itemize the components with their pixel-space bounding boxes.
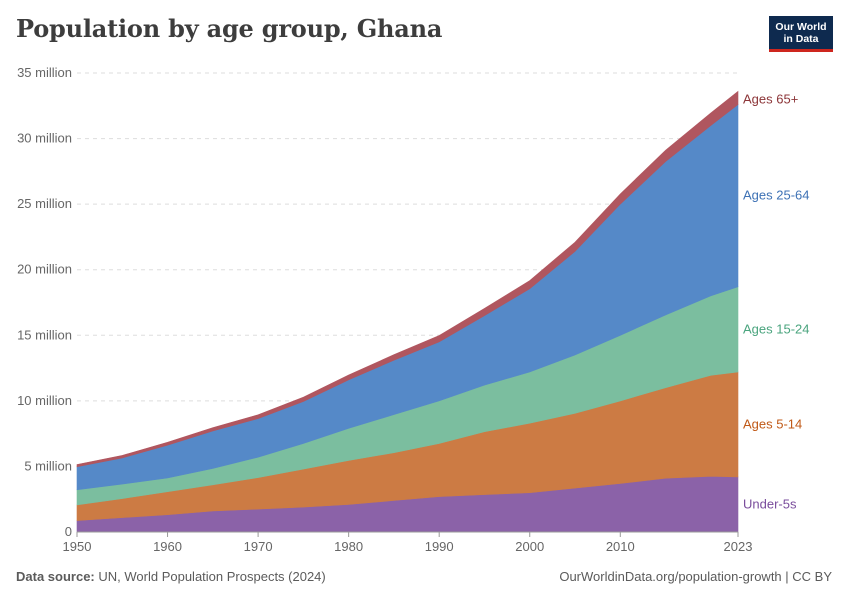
series-label-under-5s: Under-5s [743,496,797,511]
source-link[interactable]: OurWorldinData.org/population-growth | C… [559,569,832,584]
area-series [76,90,739,533]
series-label-ages-65: Ages 65+ [743,91,798,106]
chart-title: Population by age group, Ghana [16,14,443,43]
y-tick-label: 5 million [24,458,72,473]
y-tick-label: 0 [65,524,72,539]
data-source-label: Data source: [16,569,95,584]
y-tick-label: 15 million [17,327,72,342]
logo-line-2: in Data [783,33,819,45]
x-tick-label: 1970 [244,539,273,554]
x-tick-label: 2023 [724,539,753,554]
area-ages-65[interactable] [76,90,739,468]
y-tick-label: 25 million [17,196,72,211]
axes: 0 5 million 10 million 15 million 20 million… [17,65,752,554]
series-label-ages-25-64: Ages 25-64 [743,188,810,203]
y-tick-label: 10 million [17,393,72,408]
stacked-area-chart: 0 5 million 10 million 15 million 20 million… [17,65,810,554]
x-tick-label: 1990 [425,539,454,554]
x-tick-label: 2010 [606,539,635,554]
y-tick-label: 30 million [17,131,72,146]
y-tick-label: 20 million [17,262,72,277]
y-tick-label: 35 million [17,65,72,80]
data-source-text: UN, World Population Prospects (2024) [98,569,326,584]
series-label-ages-15-24: Ages 15-24 [743,321,810,336]
x-tick-label: 2000 [515,539,544,554]
series-label-ages-5-14: Ages 5-14 [743,416,802,431]
logo-line-1: Our World [775,21,827,33]
x-tick-label: 1960 [153,539,182,554]
x-tick-label: 1950 [63,539,92,554]
data-source: Data source: UN, World Population Prospe… [16,569,326,584]
owid-logo[interactable]: Our World in Data [769,16,833,52]
series-labels: Under-5s Ages 5-14 Ages 15-24 Ages 25-64 Age… [743,91,810,511]
x-tick-label: 1980 [334,539,363,554]
